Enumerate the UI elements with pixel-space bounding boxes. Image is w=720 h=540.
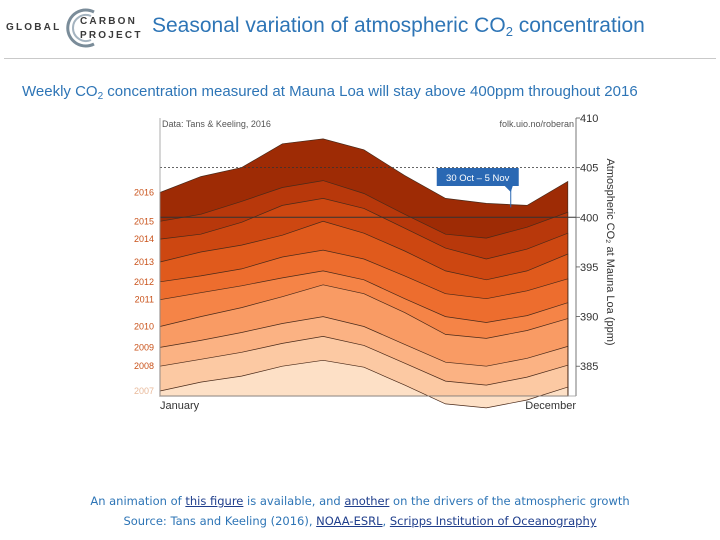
footer-line-1: An animation of this figure is available… [90, 494, 630, 508]
credit-label: folk.uio.no/roberan [499, 119, 574, 129]
chart-areas [159, 138, 569, 409]
x-label-start: January [160, 400, 200, 412]
annotation-pointer [504, 186, 513, 192]
year-label-2014: 2014 [134, 234, 154, 244]
title-divider [4, 58, 716, 59]
chart-texts: Atmospheric CO₂ at Mauna Loa (ppm) Data: … [160, 119, 616, 412]
page-title: Seasonal variation of atmospheric CO2 co… [152, 14, 645, 39]
year-label-2012: 2012 [134, 277, 154, 287]
annotation-box [436, 168, 519, 186]
year-label-2009: 2009 [134, 342, 154, 352]
footer-line-2: Source: Tans and Keeling (2016), NOAA-ES… [123, 514, 597, 528]
scripps-link[interactable]: Scripps Institution of Oceanography [389, 514, 597, 528]
year-label-2008: 2008 [134, 361, 154, 371]
logo-text-global: GLOBAL [6, 22, 62, 33]
annotation-label: 30 Oct – 5 Nov [446, 173, 510, 184]
logo-swirl-icon [66, 8, 95, 48]
x-label-end: December [525, 400, 576, 412]
another-animation-link[interactable]: another [344, 494, 390, 508]
year-label-2016: 2016 [134, 187, 154, 197]
global-carbon-project-logo: GLOBAL CARBON PROJECT [6, 6, 140, 50]
y-tick-label-410: 410 [580, 113, 598, 125]
year-label-2011: 2011 [135, 295, 154, 305]
logo-text-project: PROJECT [80, 30, 143, 41]
page-subtitle: Weekly CO2 concentration measured at Mau… [22, 83, 638, 102]
chart-year-labels: 2007 2008 2009 2010 2011 2012 2013 2014 2015 2016 [134, 187, 154, 396]
y-tick-label-395: 395 [580, 262, 598, 274]
y-tick-label-390: 390 [580, 312, 598, 324]
noaa-esrl-link[interactable]: NOAA-ESRL [316, 514, 383, 528]
year-label-2015: 2015 [134, 216, 154, 226]
chart-frame [159, 118, 577, 397]
y-tick-label-400: 400 [580, 212, 598, 224]
year-label-2007: 2007 [134, 386, 154, 396]
y-tick-label-385: 385 [580, 361, 598, 373]
logo-text-carbon: CARBON [80, 16, 138, 27]
this-figure-link[interactable]: this figure [185, 494, 244, 508]
y-axis-label: Atmospheric CO₂ at Mauna Loa (ppm) [604, 158, 616, 345]
data-source-label: Data: Tans & Keeling, 2016 [162, 119, 271, 129]
chart-y-ticks: 385 390 395 400 405 410 [576, 113, 598, 373]
year-label-2010: 2010 [134, 322, 154, 332]
chart-reference-lines [160, 167, 576, 218]
y-tick-label-405: 405 [580, 163, 598, 175]
co2-seasonal-chart: 2007 2008 2009 2010 2011 2012 2013 2014 2015 2016… [134, 113, 616, 412]
year-label-2013: 2013 [134, 257, 154, 267]
